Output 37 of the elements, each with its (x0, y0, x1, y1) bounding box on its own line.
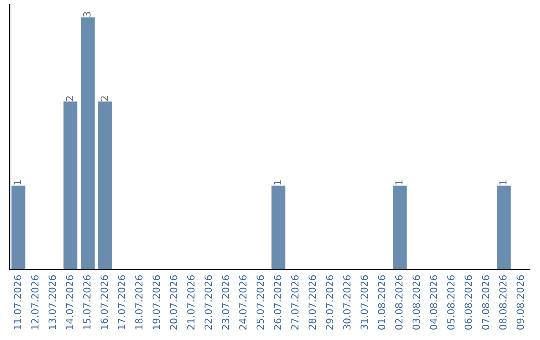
x-tick-label: 16.07.2026 (100, 275, 108, 330)
x-tick-label: 26.07.2026 (274, 275, 282, 330)
data-label: 1 (396, 180, 403, 185)
x-tick-label: 07.08.2026 (482, 275, 490, 330)
x-tick-label: 19.07.2026 (152, 275, 160, 330)
data-label: 2 (100, 96, 108, 102)
x-tick-label: 01.08.2026 (378, 275, 386, 330)
x-tick-label: 24.07.2026 (239, 275, 247, 330)
x-tick-label: 06.08.2026 (464, 275, 472, 330)
data-label: 3 (83, 12, 91, 17)
x-tick-label: 23.07.2026 (222, 275, 230, 330)
x-tick-label: 25.07.2026 (256, 275, 264, 330)
x-tick-label: 30.07.2026 (343, 275, 351, 330)
x-tick-label: 13.07.2026 (48, 275, 56, 330)
data-label: 1 (274, 180, 282, 185)
x-tick-label: 21.07.2026 (187, 275, 195, 330)
x-tick-label: 20.07.2026 (170, 275, 178, 330)
x-tick-label: 28.07.2026 (308, 275, 316, 330)
x-tick-label: 17.07.2026 (118, 275, 126, 330)
x-tick-label: 02.08.2026 (395, 275, 403, 330)
x-tick-label: 29.07.2026 (326, 275, 334, 330)
x-tick-label: 11.07.2026 (14, 275, 22, 330)
x-tick-label: 22.07.2026 (204, 275, 212, 330)
x-tick-label: 14.07.2026 (66, 275, 74, 330)
x-tick-label: 03.08.2026 (412, 275, 420, 330)
x-tick-label: 08.08.2026 (499, 275, 507, 330)
x-tick-label: 12.07.2026 (31, 275, 39, 330)
x-tick-label: 05.08.2026 (447, 275, 455, 330)
x-tick-label: 09.08.2026 (516, 275, 524, 330)
x-tick-label: 27.07.2026 (291, 275, 299, 330)
data-label: 1 (14, 180, 22, 185)
x-tick-label: 31.07.2026 (360, 275, 368, 330)
data-label: 2 (66, 96, 74, 102)
x-tick-label: 15.07.2026 (83, 275, 91, 330)
x-tick-label: 18.07.2026 (135, 275, 143, 330)
x-tick-label: 04.08.2026 (430, 275, 438, 330)
data-label: 1 (500, 180, 507, 185)
